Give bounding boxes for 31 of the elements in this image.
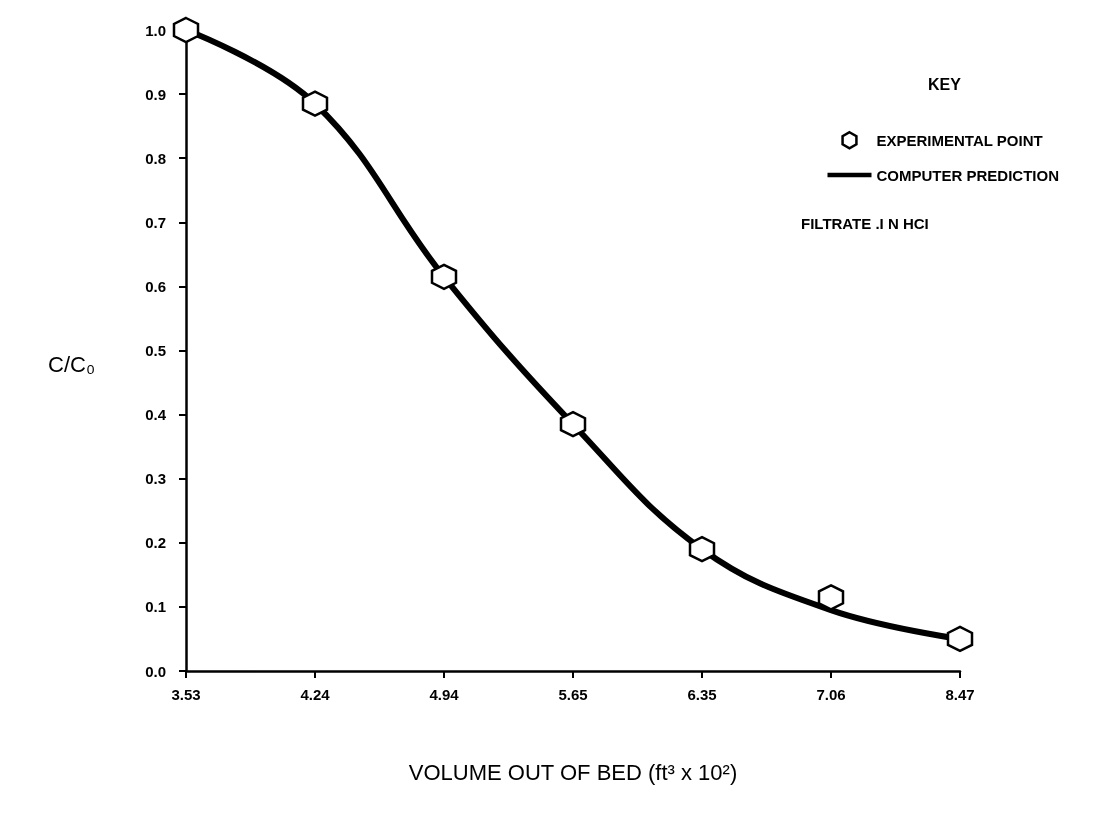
y-tick-label: 0.0: [145, 662, 166, 680]
legend-label: COMPUTER PREDICTION: [876, 166, 1060, 184]
annotation: FILTRATE .I N HCI: [801, 215, 929, 232]
x-tick-label: 6.35: [687, 686, 717, 703]
y-tick-label: 0.7: [145, 213, 166, 231]
x-axis-title: VOLUME OUT OF BED (ft³ x 10²): [408, 759, 738, 785]
point: [172, 16, 200, 44]
point: [301, 90, 329, 117]
y-tick-label: 0.2: [145, 534, 166, 552]
y-tick-label: 0.9: [145, 85, 166, 103]
y-tick-label: 0.8: [145, 149, 166, 167]
x-tick-label: 7.06: [816, 686, 846, 703]
point: [688, 535, 716, 563]
y-tick-label: 0.1: [145, 598, 166, 616]
y-tick-label: 0.3: [145, 470, 166, 488]
point: [559, 410, 587, 438]
y-tick-label: 0.4: [145, 406, 167, 424]
y-tick-label: 0.5: [145, 342, 166, 359]
x-tick-label: 4.94: [429, 686, 460, 703]
x-tick-label: 8.47: [945, 686, 975, 703]
legend-label: EXPERIMENTAL POINT: [876, 131, 1043, 149]
x-tick-label: 4.24: [300, 686, 331, 703]
y-tick-label: 0.6: [145, 277, 166, 295]
point: [430, 263, 458, 291]
x-tick-label: 5.65: [558, 686, 588, 703]
x-tick-label: 3.53: [171, 686, 201, 703]
point: [817, 584, 845, 611]
y-axis-title: C/C₀: [48, 351, 96, 377]
legend-title: KEY: [928, 75, 962, 93]
point: [946, 625, 974, 653]
y-tick-label: 1.0: [145, 21, 166, 39]
